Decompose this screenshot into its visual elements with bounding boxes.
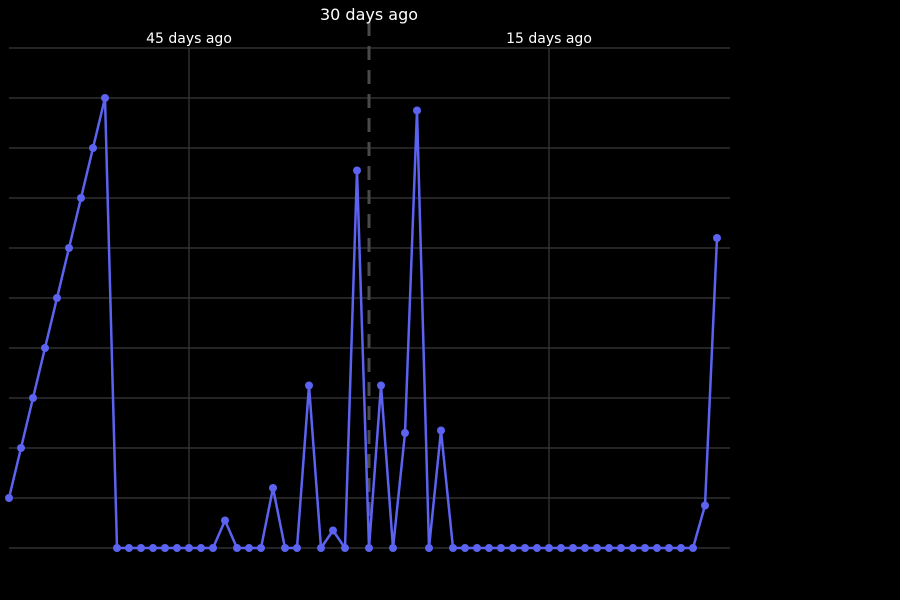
data-point [473,544,481,552]
data-point [653,544,661,552]
data-point [197,544,205,552]
data-point [149,544,157,552]
data-point [233,544,241,552]
data-point [5,494,13,502]
data-point [629,544,637,552]
data-point [425,544,433,552]
data-point [245,544,253,552]
data-point [689,544,697,552]
data-point [293,544,301,552]
series-group [5,94,721,552]
data-point [125,544,133,552]
data-point [161,544,169,552]
data-point [533,544,541,552]
data-point [641,544,649,552]
data-point [461,544,469,552]
data-point [605,544,613,552]
data-point [521,544,529,552]
data-point [437,426,445,435]
data-point [65,244,73,252]
data-point [41,344,49,352]
data-point [569,544,577,552]
data-point [509,544,517,552]
data-point [221,516,229,525]
data-point [365,544,373,552]
data-point [581,544,589,552]
data-point [89,144,97,152]
data-point [281,544,289,552]
data-point [137,544,145,552]
data-point [257,544,265,552]
data-point [401,429,409,437]
x-tick-label: 45 days ago [146,31,232,47]
data-point [113,544,121,552]
data-point [389,544,397,552]
reference-marker: 30 days ago [320,5,418,548]
data-point [665,544,673,552]
data-point [713,234,721,242]
data-point [449,544,457,552]
data-point [185,544,193,552]
data-point [173,544,181,552]
data-point [545,544,553,552]
data-point [29,394,37,402]
data-point [593,544,601,552]
data-point [485,544,493,552]
x-tick-labels: 45 days ago 15 days ago [146,31,592,47]
x-tick-label: 15 days ago [506,31,592,47]
data-point [77,194,85,202]
data-point [617,544,625,552]
data-point [353,166,361,175]
data-point [317,544,325,552]
data-point [101,94,109,102]
data-point [341,544,349,552]
series-line-0 [7,96,719,550]
data-point [329,526,337,535]
data-point [53,294,61,302]
data-point [377,381,385,390]
data-point [497,544,505,552]
data-point [209,544,217,552]
data-point [305,381,313,390]
reference-marker-label: 30 days ago [320,5,418,24]
data-point [701,501,709,510]
data-point [17,444,25,452]
data-point [413,106,421,115]
data-point [557,544,565,552]
data-point [677,544,685,552]
data-point [269,484,277,492]
